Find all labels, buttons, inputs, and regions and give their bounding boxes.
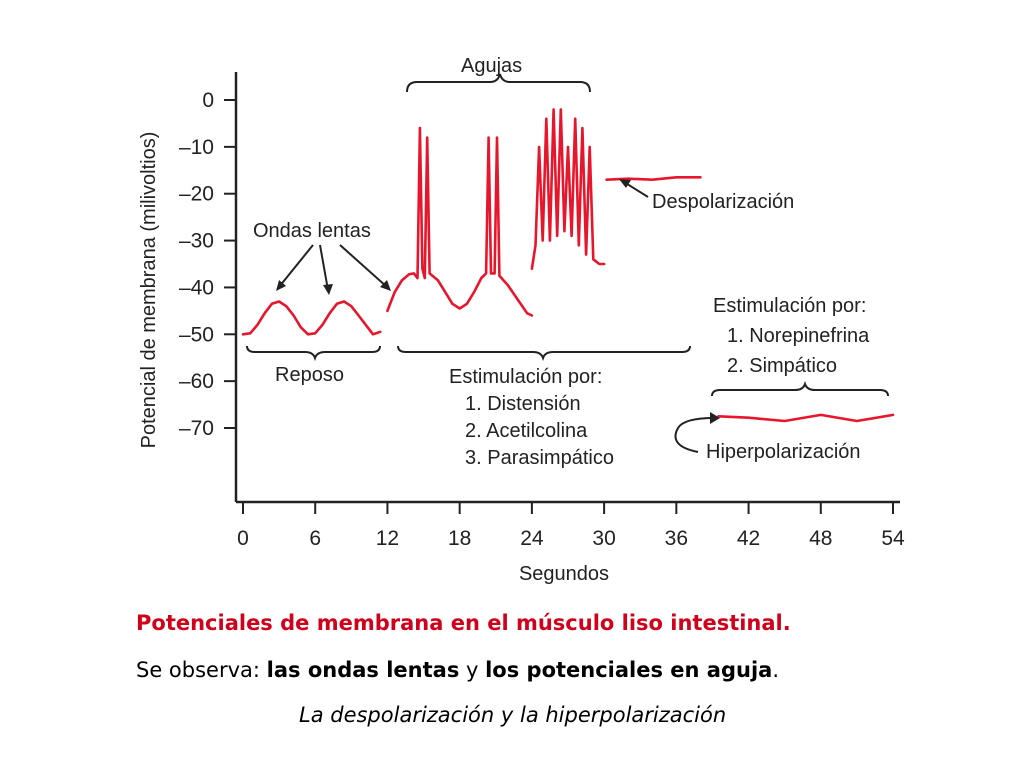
agujas-label: Agujas	[461, 55, 522, 77]
y-ticks: 0 –10 –20 –30 –40 –50 –60 –70	[179, 89, 236, 440]
x-tick-label: 48	[809, 527, 832, 550]
arrow-hiperpolarizacion	[674, 417, 715, 453]
y-axis-label: Potencial de membrana (milivoltios)	[138, 132, 160, 449]
ondas-lentas-label: Ondas lentas	[253, 220, 371, 242]
arrowhead-hiperpolarizacion	[710, 412, 720, 424]
membrane-trace-4	[605, 176, 702, 181]
caption-subtitle: La despolarización y la hiperpolarizació…	[299, 703, 727, 727]
x-axis-label: Segundos	[519, 563, 609, 585]
caption-mid: y	[459, 658, 486, 682]
y-tick-label: –60	[179, 370, 214, 393]
caption-title: Potenciales de membrana en el músculo li…	[136, 611, 791, 635]
estim1-item-3: 3. Parasimpático	[465, 447, 614, 469]
caption-observation: Se observa: las ondas lentas y los poten…	[136, 658, 779, 682]
caption-end: .	[772, 658, 780, 682]
x-tick-label: 0	[237, 527, 249, 550]
membrane-trace-5	[717, 413, 895, 423]
x-ticks: 0 6 12 18 24 30 36 42 48 54	[237, 502, 905, 550]
estimulacion-brace	[397, 345, 691, 362]
estimulacion2-brace	[711, 380, 889, 397]
estim1-item-2: 2. Acetilcolina	[465, 420, 588, 442]
arrow-1	[278, 244, 314, 288]
estim2-title: Estimulación por:	[713, 295, 866, 317]
arrowhead-1	[276, 280, 286, 291]
despolarizacion-label: Despolarización	[652, 191, 794, 213]
arrow-3	[339, 244, 388, 288]
estim2-item-2: 2. Simpático	[727, 355, 837, 377]
x-tick-label: 30	[592, 527, 615, 550]
x-tick-label: 54	[881, 527, 905, 550]
y-tick-label: –40	[179, 276, 214, 299]
x-tick-label: 12	[376, 527, 399, 550]
y-tick-label: –70	[179, 417, 214, 440]
hiperpolarizacion-label: Hiperpolarización	[706, 441, 861, 463]
y-tick-label: –20	[179, 183, 214, 206]
estim1-item-1: 1. Distensión	[465, 393, 581, 415]
caption-bold-1: las ondas lentas	[266, 658, 460, 682]
x-tick-label: 42	[737, 527, 760, 550]
series-group	[241, 108, 895, 423]
estim2-item-1: 1. Norepinefrina	[727, 325, 870, 347]
membrane-trace-1	[241, 300, 382, 336]
membrane-potential-chart: 0 –10 –20 –30 –40 –50 –60 –70 0 6 12 18 24 30 36 42 48 5…	[138, 55, 905, 585]
caption-bold-2: los potenciales en aguja	[485, 658, 773, 682]
x-tick-label: 36	[665, 527, 688, 550]
estimulacion-1-labels: Estimulación por: 1. Distensión 2. Aceti…	[449, 366, 614, 469]
arrow-heads	[276, 179, 720, 424]
reposo-brace	[246, 345, 381, 362]
caption-prefix: Se observa:	[136, 658, 267, 682]
agujas-brace	[406, 73, 591, 93]
estim1-title: Estimulación por:	[449, 366, 602, 388]
arrowhead-despolarizacion	[619, 179, 631, 188]
arrow-2	[319, 244, 329, 291]
arrowhead-2	[323, 284, 333, 295]
reposo-label: Reposo	[275, 364, 344, 386]
membrane-trace-3	[530, 108, 606, 271]
y-tick-label: –30	[179, 230, 214, 253]
y-tick-label: –50	[179, 323, 214, 346]
x-tick-label: 24	[520, 527, 544, 550]
x-tick-label: 6	[309, 527, 321, 550]
annotations	[246, 73, 889, 453]
x-tick-label: 18	[448, 527, 471, 550]
membrane-trace-2	[386, 126, 534, 317]
y-tick-label: 0	[202, 89, 214, 112]
estimulacion-2-labels: Estimulación por: 1. Norepinefrina 2. Si…	[713, 295, 870, 377]
y-tick-label: –10	[179, 136, 214, 159]
arrowhead-3	[380, 280, 391, 291]
